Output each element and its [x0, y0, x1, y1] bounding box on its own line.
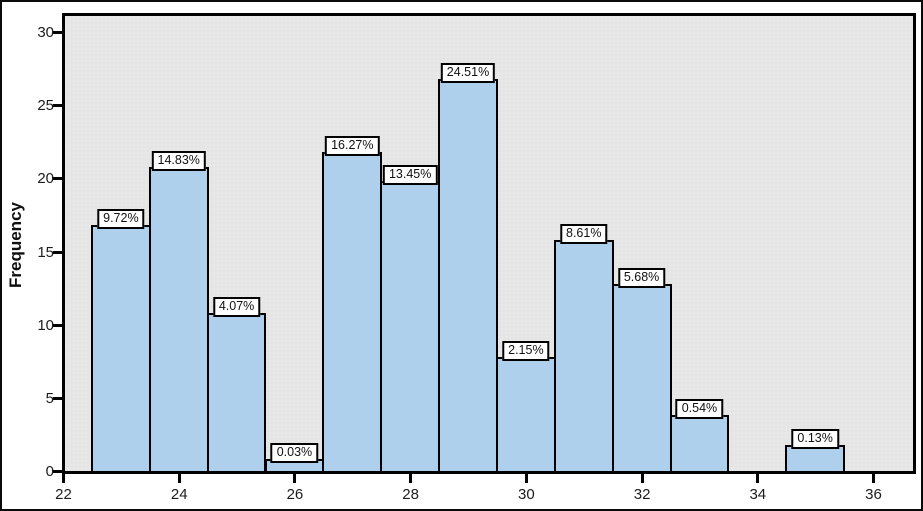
y-axis-tick-label: 30	[37, 24, 54, 41]
x-axis-tick	[177, 474, 181, 483]
histogram-bar: 13.45%	[380, 165, 441, 474]
x-axis-tick	[872, 474, 876, 483]
histogram-bar: 24.51%	[438, 62, 498, 474]
y-axis-tick	[53, 104, 62, 108]
y-axis-tick-label: 5	[45, 389, 54, 407]
bar-percentage-label: 0.54%	[675, 399, 724, 420]
histogram-bar: 4.07%	[206, 297, 267, 474]
x-axis-tick	[524, 474, 528, 483]
y-axis-tick-label: 0	[45, 463, 54, 480]
bar-percentage-label: 16.27%	[325, 136, 380, 157]
histogram-bar: 8.61%	[553, 223, 614, 474]
x-axis-tick-label: 28	[402, 486, 419, 503]
y-axis-tick	[53, 250, 62, 254]
histogram-bar: 5.68%	[611, 267, 672, 474]
y-axis-tick	[53, 396, 62, 400]
bar-percentage-label: 13.45%	[382, 165, 438, 186]
bar-percentage-label: 0.03%	[270, 443, 319, 464]
x-axis-tick-label: 30	[518, 486, 535, 503]
x-axis-tick-label: 36	[865, 486, 882, 503]
x-axis-tick	[62, 474, 65, 483]
histogram-bar: 0.54%	[669, 399, 730, 474]
x-axis-tick	[756, 474, 760, 483]
y-axis-tick-label: 25	[37, 97, 54, 115]
bar-percentage-label: 9.72%	[97, 209, 145, 230]
x-axis-tick	[409, 474, 413, 483]
y-axis-tick-label: 15	[37, 243, 54, 261]
x-axis-tick-label: 34	[749, 486, 767, 503]
histogram-bar: 16.27%	[322, 136, 383, 474]
histogram-bar: 2.15%	[495, 340, 556, 474]
histogram-bar: 9.72%	[90, 209, 151, 474]
bar-percentage-label: 2.15%	[502, 340, 550, 361]
y-axis-tick-label: 10	[37, 316, 54, 334]
plot-area: 9.72% 14.83% 4.07% 0.03% 16.27% 13.45% 24.51% 2…	[37, 13, 916, 503]
x-axis-tick-label: 32	[633, 486, 651, 503]
histogram-bar: 0.13%	[785, 428, 846, 474]
y-axis-tick	[53, 177, 62, 181]
bar-percentage-label: 8.61%	[559, 223, 608, 244]
x-axis-tick-label: 24	[170, 486, 188, 503]
bar-percentage-label: 5.68%	[617, 267, 666, 288]
bar-percentage-label: 24.51%	[440, 62, 496, 83]
x-axis-tick	[640, 474, 644, 483]
histogram-bar: 0.03%	[264, 443, 325, 474]
histogram-bar: 14.83%	[148, 150, 209, 474]
y-axis-tick-label: 20	[37, 170, 54, 188]
bar-percentage-label: 4.07%	[212, 297, 261, 318]
x-axis-tick-label: 26	[286, 486, 304, 503]
y-axis-tick	[53, 31, 62, 34]
y-axis-tick	[53, 470, 62, 473]
bar-percentage-label: 14.83%	[151, 150, 206, 171]
y-axis-title: Frequency	[6, 202, 25, 288]
x-axis-tick	[293, 474, 297, 483]
y-axis-tick	[53, 323, 62, 327]
bar-percentage-label: 0.13%	[791, 428, 839, 449]
x-axis-tick-label: 22	[55, 486, 72, 503]
